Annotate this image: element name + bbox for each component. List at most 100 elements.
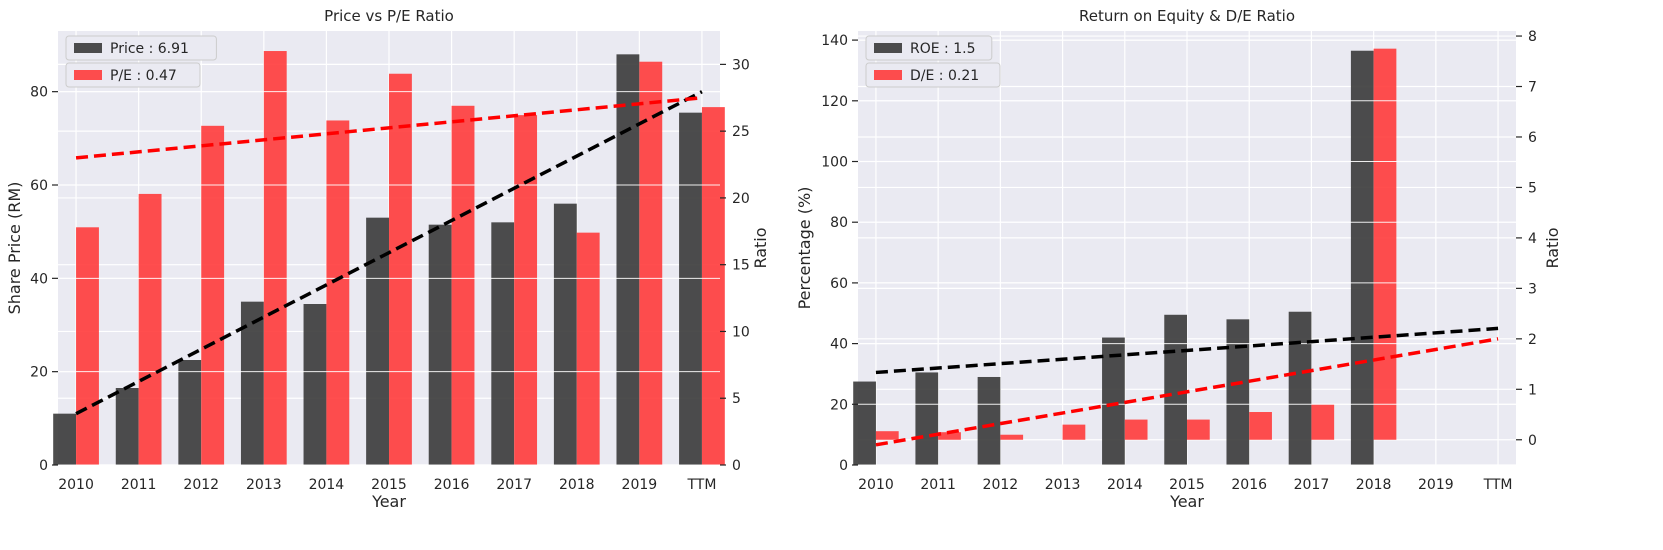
bar-pe-2018	[576, 232, 600, 465]
x-tick-label: 2012	[183, 477, 219, 493]
bar-de-2011	[938, 432, 961, 440]
x-tick-label: 2016	[1231, 477, 1267, 493]
bar-price-2012	[178, 360, 202, 465]
bar-de-2016	[1249, 412, 1272, 440]
y-tick-label-right: 5	[1528, 180, 1537, 196]
y-tick-label-left: 100	[821, 155, 848, 171]
x-tick-label: 2017	[496, 477, 532, 493]
legend-swatch-0	[74, 43, 102, 53]
y-tick-label-left: 80	[30, 85, 48, 101]
legend-box-0	[65, 35, 217, 61]
y-tick-label-right: 3	[1528, 281, 1537, 297]
bar-price-TTM	[679, 112, 702, 466]
bar-roe-2015	[1164, 314, 1187, 465]
trendline-0	[75, 90, 703, 416]
y-axis-label-left: Percentage (%)	[795, 187, 814, 310]
x-tick-label: 2012	[983, 477, 1019, 493]
x-tick-label: 2010	[858, 477, 894, 493]
bar-price-2010	[53, 413, 77, 465]
y-tick-label-left: 60	[830, 276, 848, 292]
x-tick-label: 2019	[622, 477, 658, 493]
legend-swatch-1	[74, 70, 102, 80]
bar-pe-2014	[326, 120, 350, 466]
bar-de-2017	[1311, 404, 1335, 440]
bar-de-2014	[1124, 419, 1148, 440]
bar-pe-TTM	[701, 107, 725, 466]
y-tick-label-left: 120	[821, 94, 848, 110]
y-tick-label-left: 140	[821, 33, 848, 49]
legend-swatch-1	[874, 70, 902, 80]
bar-price-2013	[240, 301, 264, 465]
y-tick-label-right: 1	[1528, 382, 1537, 398]
bar-roe-2011	[915, 372, 939, 465]
bar-de-2015	[1187, 419, 1210, 440]
x-tick-label: 2018	[559, 477, 595, 493]
legend-box-1	[865, 62, 1001, 88]
bar-price-2011	[115, 388, 139, 465]
y-tick-label-right: 4	[1528, 231, 1537, 247]
chart-title: Return on Equity & D/E Ratio	[1079, 7, 1295, 25]
x-tick-label: TTM	[686, 477, 716, 493]
legend-label-0: Price : 6.91	[110, 41, 189, 57]
y-tick-label-left: 20	[830, 397, 848, 413]
bar-pe-2012	[201, 125, 225, 465]
y-tick-label-left: 0	[839, 458, 848, 474]
y-tick-label-left: 0	[39, 458, 48, 474]
bar-price-2018	[553, 203, 577, 465]
y-tick-label-left: 60	[30, 178, 48, 194]
bar-roe-2017	[1288, 311, 1312, 465]
y-tick-label-right: 2	[1528, 332, 1537, 348]
chart-title: Price vs P/E Ratio	[324, 7, 454, 25]
bar-pe-2015	[389, 73, 412, 466]
bar-price-2016	[428, 224, 452, 465]
bar-de-2010	[875, 431, 899, 440]
trendline-1	[75, 96, 703, 160]
roe-de-chart: 0 20 40 60 80 100 120 140 0 1 2 3 4 5 6 7 8 2010 2011 2012 2…	[795, 7, 1562, 511]
legend-label-1: P/E : 0.47	[110, 68, 177, 84]
y-axis-label-right: Ratio	[1543, 227, 1562, 268]
bar-roe-2012	[977, 376, 1001, 465]
legend-label-1: D/E : 0.21	[910, 68, 979, 84]
y-tick-label-right: 25	[732, 124, 750, 140]
trendline-0	[875, 326, 1499, 375]
x-axis-label: Year	[371, 492, 406, 511]
x-tick-label: 2018	[1356, 477, 1392, 493]
bar-de-2013	[1062, 424, 1086, 440]
y-axis-label-left: Share Price (RM)	[5, 182, 24, 315]
x-tick-label: 2011	[121, 477, 157, 493]
x-tick-label: 2015	[1169, 477, 1205, 493]
y-tick-label-right: 20	[732, 191, 750, 207]
y-tick-label-right: 6	[1528, 130, 1537, 146]
bar-pe-2017	[514, 115, 538, 465]
bar-roe-2018	[1350, 50, 1374, 466]
bar-price-2015	[366, 217, 389, 465]
y-tick-label-left: 40	[30, 271, 48, 287]
legend-swatch-0	[874, 43, 902, 53]
price-pe-chart: 0 20 40 60 80 0 5 10 15 20 25 30 2010 2011 2012 2013 201…	[5, 7, 770, 511]
bar-de-2018	[1373, 48, 1397, 440]
y-tick-label-right: 30	[732, 57, 750, 73]
bar-price-2017	[491, 222, 515, 465]
bar-price-2014	[303, 304, 327, 465]
x-tick-label: TTM	[1483, 477, 1513, 493]
x-tick-label: 2015	[371, 477, 407, 493]
bar-de-2012	[1000, 434, 1024, 440]
legend-label-0: ROE : 1.5	[910, 41, 975, 57]
x-tick-label: 2013	[246, 477, 282, 493]
y-tick-label-left: 20	[30, 365, 48, 381]
bar-roe-2010	[853, 381, 876, 465]
x-axis-label: Year	[1169, 492, 1204, 511]
y-tick-label-right: 0	[1528, 433, 1537, 449]
x-tick-label: 2011	[920, 477, 956, 493]
y-tick-label-right: 7	[1528, 80, 1537, 96]
bar-price-2019	[616, 54, 640, 465]
y-tick-label-right: 8	[1528, 29, 1537, 45]
y-tick-label-right: 5	[732, 391, 741, 407]
x-tick-label: 2016	[434, 477, 470, 493]
bar-pe-2016	[451, 105, 475, 465]
bar-pe-2011	[138, 193, 162, 465]
bar-pe-2010	[76, 227, 99, 465]
x-tick-label: 2013	[1045, 477, 1081, 493]
bar-pe-2019	[639, 61, 663, 466]
